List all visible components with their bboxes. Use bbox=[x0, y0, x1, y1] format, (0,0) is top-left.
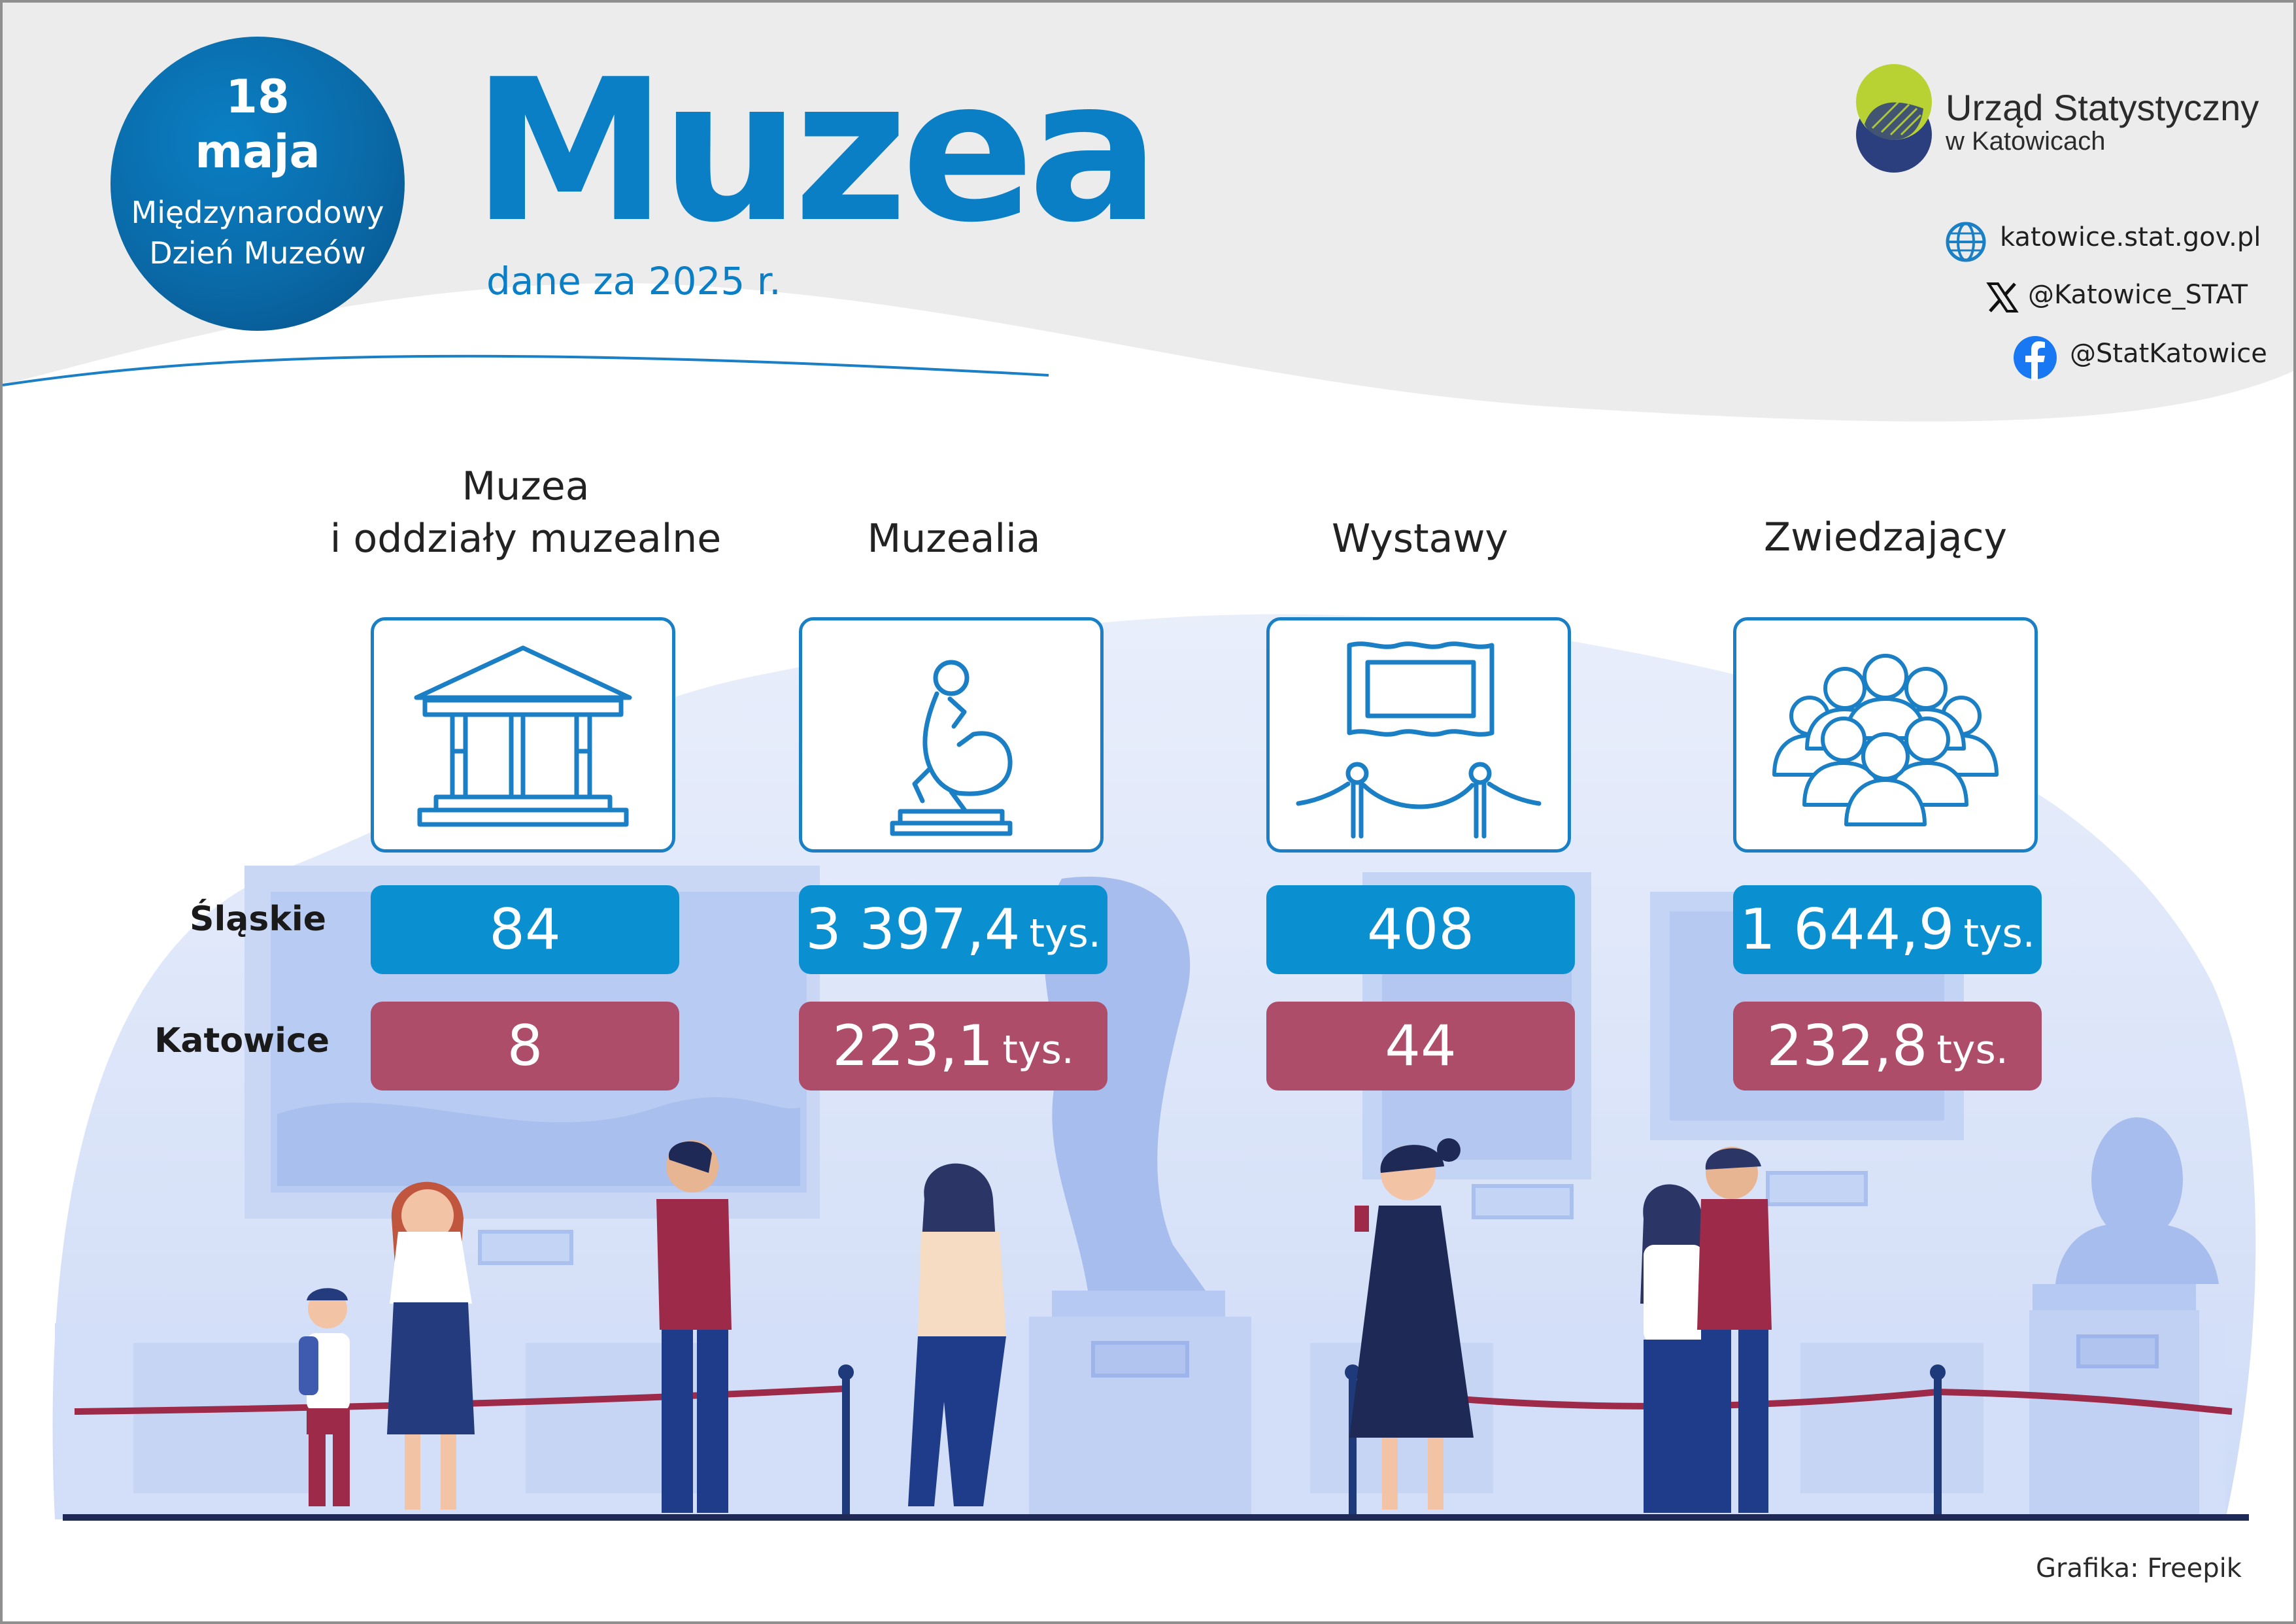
badge-line2: Dzień Muzeów bbox=[149, 235, 366, 271]
value-number: 3 397,4 bbox=[805, 897, 1021, 962]
visitor-couple bbox=[1640, 1147, 1772, 1513]
category-label-line2: i oddziały muzealne bbox=[329, 516, 722, 562]
value-katowice-collections: 223,1 tys. bbox=[799, 1002, 1107, 1091]
wainscot-panel bbox=[133, 1343, 316, 1493]
category-label-visitors: Zwiedzający bbox=[1657, 511, 2114, 564]
image-credit: Grafika: Freepik bbox=[2036, 1553, 2242, 1583]
contact-x[interactable]: @Katowice_STAT bbox=[2028, 280, 2248, 310]
framed-exhibit-icon bbox=[1296, 641, 1542, 839]
value-unit: tys. bbox=[1002, 1027, 1074, 1073]
date-badge: 18 maja Międzynarodowy Dzień Muzeów bbox=[110, 37, 405, 331]
value-unit: tys. bbox=[1029, 911, 1101, 956]
statue-pedestal-top bbox=[1052, 1291, 1225, 1317]
badge-month: maja bbox=[195, 125, 320, 178]
page-subtitle: dane za 2025 r. bbox=[486, 259, 781, 303]
header-accent-line bbox=[3, 354, 1049, 386]
framed-exhibit-icon-box bbox=[1266, 617, 1571, 853]
category-label-line1: Muzea bbox=[462, 464, 590, 509]
statue-figure bbox=[1043, 876, 1206, 1291]
value-slaskie-collections: 3 397,4 tys. bbox=[799, 885, 1107, 974]
museum-building-icon-box bbox=[371, 617, 675, 853]
contact-website[interactable]: katowice.stat.gov.pl bbox=[2000, 222, 2261, 252]
visitors-group-icon-box bbox=[1733, 617, 2038, 853]
us-katowice-logo-icon bbox=[1856, 64, 1932, 173]
category-label-museums: Muzea i oddziały muzealne bbox=[297, 460, 754, 565]
badge-line1: Międzynarodowy bbox=[131, 195, 384, 230]
value-number: 1 644,9 bbox=[1740, 897, 1955, 962]
pedestal-plaque bbox=[1091, 1341, 1189, 1378]
badge-occasion: Międzynarodowy Dzień Muzeów bbox=[110, 192, 405, 273]
value-number: 223,1 bbox=[832, 1013, 994, 1079]
org-city: w Katowicach bbox=[1946, 127, 2106, 156]
visitor-boy bbox=[299, 1288, 350, 1506]
info-plaque bbox=[478, 1230, 573, 1265]
value-unit: tys. bbox=[1963, 911, 2035, 956]
globe-icon bbox=[1946, 222, 1986, 262]
value-number: 8 bbox=[507, 1013, 543, 1079]
bust-pedestal-top bbox=[2033, 1284, 2196, 1310]
museum-building-icon bbox=[414, 645, 632, 827]
bust-head bbox=[2091, 1117, 2183, 1242]
value-number: 408 bbox=[1366, 897, 1475, 962]
visitor-woman-beige bbox=[908, 1163, 1006, 1506]
visitors-group-icon bbox=[1772, 654, 1999, 826]
header-wave bbox=[3, 3, 2293, 422]
wainscot-panel bbox=[1800, 1343, 1984, 1493]
category-label-exhibitions: Wystawy bbox=[1191, 513, 1649, 565]
barrier-rope bbox=[1937, 1389, 2233, 1415]
value-katowice-exhibitions: 44 bbox=[1266, 1002, 1575, 1091]
category-label-collections: Muzealia bbox=[725, 513, 1183, 565]
region-label-katowice: Katowice bbox=[154, 1021, 329, 1060]
value-number: 232,8 bbox=[1766, 1013, 1928, 1079]
pedestal-plaque bbox=[2076, 1334, 2159, 1368]
x-logo-icon bbox=[1986, 282, 2019, 313]
category-label-line2: Zwiedzający bbox=[1763, 515, 2008, 560]
category-label-line2: Muzealia bbox=[867, 516, 1041, 562]
page-title: Muzea bbox=[472, 37, 1160, 265]
badge-date: 18 maja bbox=[110, 69, 405, 179]
value-katowice-museums: 8 bbox=[371, 1002, 679, 1091]
bust-shoulders bbox=[2055, 1223, 2219, 1284]
info-plaque bbox=[1766, 1171, 1868, 1206]
value-slaskie-visitors: 1 644,9 tys. bbox=[1733, 885, 2042, 974]
value-number: 44 bbox=[1385, 1013, 1457, 1079]
facebook-icon bbox=[2014, 336, 2057, 381]
info-plaque bbox=[1472, 1184, 1574, 1219]
thinker-statue-icon-box bbox=[799, 617, 1104, 853]
value-unit: tys. bbox=[1936, 1027, 2008, 1073]
visitor-mother bbox=[387, 1181, 475, 1510]
value-number: 84 bbox=[489, 897, 561, 962]
org-name: Urząd Statystyczny bbox=[1946, 87, 2259, 128]
badge-day: 18 bbox=[226, 70, 290, 124]
category-label-line2: Wystawy bbox=[1332, 516, 1508, 562]
visitor-man-red bbox=[656, 1140, 732, 1513]
value-katowice-visitors: 232,8 tys. bbox=[1733, 1002, 2042, 1091]
thinker-statue-icon bbox=[890, 660, 1013, 836]
region-label-slaskie: Śląskie bbox=[190, 900, 326, 939]
floor-line bbox=[63, 1514, 2249, 1521]
visitor-woman-navy bbox=[1349, 1138, 1474, 1510]
value-slaskie-exhibitions: 408 bbox=[1266, 885, 1575, 974]
value-slaskie-museums: 84 bbox=[371, 885, 679, 974]
contact-facebook[interactable]: @StatKatowice bbox=[2070, 339, 2267, 369]
